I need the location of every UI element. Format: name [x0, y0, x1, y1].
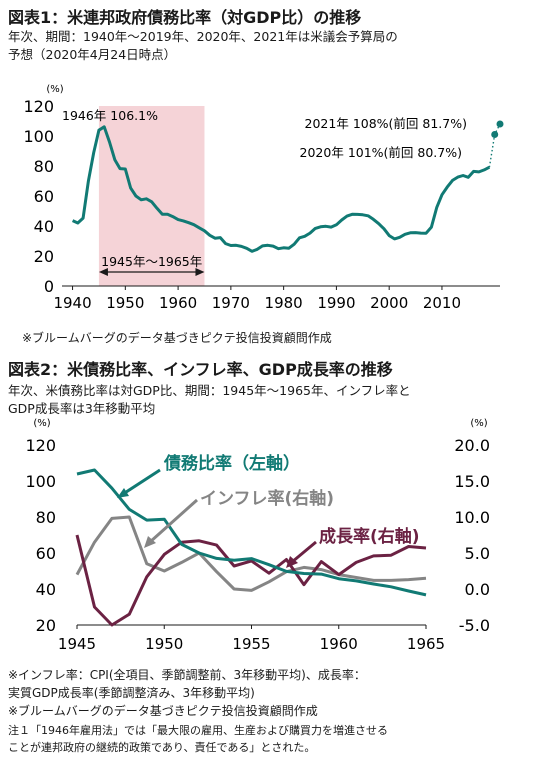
label-inflation-arrowhead [144, 536, 156, 548]
annotation-period: 1945年～1965年 [101, 254, 202, 269]
y-axis-unit: (%) [46, 84, 63, 95]
fig1-title: 図表1：米連邦政府債務比率（対GDP比）の推移 [8, 8, 362, 27]
point-2020 [491, 131, 499, 138]
annotation-2021: 2021年 108%(前回 81.7%) [305, 116, 467, 131]
y-tick-label: 40 [34, 217, 54, 236]
label-debt-arrowhead [117, 488, 129, 498]
fig2-note-4: 注１「1946年雇用法」では「最大限の雇用、生産および購買力を増進させる [8, 724, 388, 737]
y-tick-label: 0 [44, 277, 54, 296]
debt-ratio-series-line [71, 125, 491, 253]
x-tick-label: 1990 [317, 294, 355, 312]
fig2-title: 図表2：米債務比率、インフレ率、GDP成長率の推移 [8, 360, 393, 379]
fig2-note-1: ※インフレ率：CPI(全項目、季節調整前、3年移動平均)、成長率： [8, 668, 366, 682]
left-y-tick-label: 40 [36, 580, 56, 599]
right-y-tick-label: 15.0 [454, 472, 490, 491]
y-tick-label: 20 [34, 247, 54, 266]
y-tick-label: 120 [23, 97, 54, 116]
label-growth-arrowhead [286, 556, 298, 568]
left-y-tick-label: 20 [36, 616, 56, 635]
x-tick-label: 1965 [407, 635, 445, 653]
fig2-note-5: ことが連邦政府の継続的政策であり、責任である」とされた。 [8, 741, 316, 754]
y-tick-label: 100 [23, 127, 54, 146]
debt-series-line [76, 468, 427, 597]
debt-inflation-growth-chart: 20 40 60 80 100 120 -5.0 0.0 5.0 10.0 15.0 20.0 19… [25, 418, 490, 653]
debt-ratio-chart: 0 20 40 60 80 100 120 1940 1950 1960 1970 1980 1990… [23, 84, 504, 312]
growth-series-line [75, 534, 427, 627]
label-debt-pointer [122, 468, 161, 496]
fig1-source-note: ※ブルームバーグのデータ基づきピクテ投信投資顧問作成 [22, 331, 332, 345]
left-y-tick-label: 120 [25, 436, 56, 455]
point-2021 [496, 120, 504, 128]
fig2-note-3: ※ブルームバーグのデータ基づきピクテ投信投資顧問作成 [8, 704, 318, 718]
y-tick-label: 60 [34, 187, 54, 206]
projection-dotted-line [488, 123, 501, 168]
y-tick-label: 80 [34, 157, 54, 176]
fig2-subtitle-line2: GDP成長率は3年移動平均 [8, 401, 156, 416]
left-y-tick-label: 60 [36, 544, 56, 563]
x-tick-label: 1960 [159, 294, 197, 312]
x-tick-label: 2010 [423, 294, 461, 312]
fig1-subtitle-line1: 年次、期間：1940年～2019年、2020年、2021年は米議会予算局の [8, 29, 398, 44]
left-y-tick-label: 80 [36, 508, 56, 527]
x-tick-label: 1940 [53, 294, 91, 312]
label-growth: 成長率(右軸) [319, 526, 420, 547]
period-highlight-band [98, 106, 205, 286]
right-axis-unit: (%) [470, 418, 487, 429]
annotation-peak-1946: 1946年 106.1% [62, 108, 158, 123]
left-axis-unit: (%) [33, 418, 50, 429]
left-y-tick-label: 100 [25, 472, 56, 491]
annotation-2020: 2020年 101%(前回 80.7%) [300, 145, 462, 160]
label-growth-pointer [291, 540, 317, 564]
inflation-series-line [75, 515, 427, 592]
x-tick-label: 1955 [232, 635, 270, 653]
right-y-tick-label: 0.0 [465, 580, 490, 599]
period-arrow-head-left [98, 268, 108, 276]
x-tick-label: 1945 [58, 635, 96, 653]
right-y-tick-label: 20.0 [454, 436, 490, 455]
x-tick-label: 1970 [212, 294, 250, 312]
label-debt: 債務比率（左軸） [163, 453, 300, 474]
label-inflation: インフレ率(右軸) [200, 488, 334, 509]
x-tick-label: 1980 [265, 294, 303, 312]
x-tick-label: 1960 [320, 635, 358, 653]
x-tick-label: 1950 [106, 294, 144, 312]
fig1-subtitle-line2: 予想（2020年4月24日時点） [8, 47, 177, 62]
fig2-subtitle-line1: 年次、米債務比率は対GDP比、期間：1945年～1965年、インフレ率と [8, 383, 411, 398]
x-tick-label: 1950 [145, 635, 183, 653]
x-tick-label: 2000 [370, 294, 408, 312]
right-y-tick-label: 10.0 [454, 508, 490, 527]
label-inflation-pointer [149, 498, 198, 544]
fig2-note-2: 実質GDP成長率(季節調整済み、3年移動平均) [8, 686, 255, 700]
right-y-tick-label: -5.0 [459, 616, 490, 635]
right-y-tick-label: 5.0 [465, 544, 490, 563]
period-arrow-head-right [195, 268, 205, 276]
